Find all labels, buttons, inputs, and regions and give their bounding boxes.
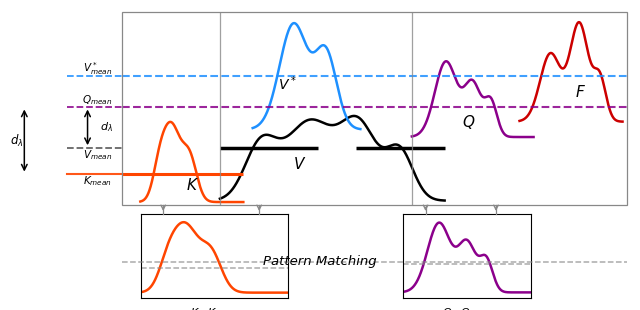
- Text: K: K: [187, 178, 197, 193]
- Text: V: V: [294, 157, 305, 172]
- Text: $V^*$: $V^*$: [278, 74, 297, 93]
- Text: F: F: [576, 85, 585, 100]
- Text: Pattern Matching: Pattern Matching: [263, 255, 377, 268]
- Text: $K_{mean}$: $K_{mean}$: [83, 174, 112, 188]
- Text: $V_{mean}$: $V_{mean}$: [83, 148, 112, 162]
- Text: $V^*_{mean}$: $V^*_{mean}$: [83, 60, 112, 77]
- Text: $Q_{mean}$: $Q_{mean}$: [82, 93, 112, 107]
- Text: Q: Q: [462, 115, 474, 130]
- Text: $d_\lambda$: $d_\lambda$: [10, 132, 23, 148]
- Text: $Q\!-\!Q_{mean}$: $Q\!-\!Q_{mean}$: [442, 306, 493, 310]
- Text: $d_\lambda$: $d_\lambda$: [100, 121, 113, 134]
- Text: $K\!-\!K_{mean}$: $K\!-\!K_{mean}$: [190, 306, 239, 310]
